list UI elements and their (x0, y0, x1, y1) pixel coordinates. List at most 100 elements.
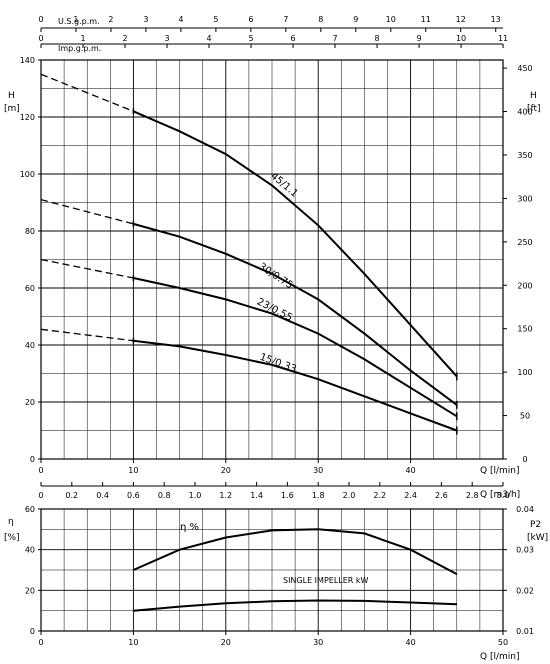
eta-tick-label: 0 (30, 627, 35, 636)
us-gpm-tick-label: 10 (386, 15, 396, 24)
x2-tick-label: 1.6 (281, 491, 294, 500)
x-tick-label: 40 (406, 466, 416, 475)
power-curve (133, 599, 457, 612)
lower-x-tick-label: 10 (128, 638, 138, 647)
eta-tick-label: 40 (25, 546, 35, 555)
imp-gpm-axis-label: Imp.g.p.m. (58, 44, 101, 53)
imp-gpm-tick-label: 3 (164, 34, 169, 43)
performance-curve (133, 277, 458, 418)
lower-x-tick-label: 40 (406, 638, 416, 647)
p2-tick-label: 0.02 (516, 586, 534, 595)
y2-tick-label: 300 (517, 194, 532, 203)
us-gpm-tick-label: 12 (456, 15, 466, 24)
us-gpm-tick-label: 4 (178, 15, 183, 24)
x2-tick-label: 2.6 (435, 491, 448, 500)
x2-tick-label: 1.8 (312, 491, 325, 500)
x2-tick-label: 0.8 (158, 491, 171, 500)
y-tick-label: 20 (25, 398, 35, 407)
x-tick-label: 30 (313, 466, 323, 475)
lower-x-tick-label: 20 (221, 638, 231, 647)
p2-axis-unit: [kW] (527, 533, 548, 543)
imp-gpm-tick-label: 4 (206, 34, 211, 43)
us-gpm-tick-label: 3 (143, 15, 148, 24)
x2-tick-label: 2.8 (466, 491, 479, 500)
imp-gpm-tick-label: 1 (80, 34, 85, 43)
us-gpm-tick-label: 2 (108, 15, 113, 24)
x2-tick-label: 0.2 (65, 491, 78, 500)
curve-dashed-segment (40, 328, 134, 342)
y2-axis-title: H (530, 91, 537, 101)
y-tick-label: 140 (20, 56, 35, 65)
imp-gpm-tick-label: 9 (417, 34, 422, 43)
p2-tick-label: 0.01 (516, 627, 534, 636)
y-tick-label: 100 (20, 170, 35, 179)
p2-tick-label: 0.04 (516, 505, 534, 514)
x2-axis-title: Q [m3/h] (480, 490, 520, 500)
us-gpm-tick-label: 13 (491, 15, 501, 24)
us-gpm-tick-label: 8 (318, 15, 323, 24)
y2-tick-label: 450 (517, 64, 532, 73)
us-gpm-axis-label: U.S.g.p.m. (58, 17, 100, 26)
imp-gpm-tick-label: 7 (332, 34, 337, 43)
x2-tick-label: 1.2 (219, 491, 232, 500)
p2-tick-label: 0.03 (516, 546, 534, 555)
us-gpm-tick-label: 0 (38, 15, 43, 24)
y-axis-title: H (8, 91, 15, 101)
y2-tick-label: 250 (517, 238, 532, 247)
y2-tick-label: 150 (517, 325, 532, 334)
imp-gpm-tick-label: 0 (38, 34, 43, 43)
us-gpm-tick-label: 11 (421, 15, 431, 24)
y2-tick-label: 350 (517, 151, 532, 160)
eta-tick-label: 60 (25, 505, 35, 514)
eta-axis-title: η (8, 517, 14, 527)
y2-tick-label: 200 (517, 281, 532, 290)
imp-gpm-tick-label: 8 (375, 34, 380, 43)
x-axis-title: Q [l/min] (480, 466, 519, 476)
us-gpm-tick-label: 9 (353, 15, 358, 24)
y-tick-label: 80 (25, 227, 35, 236)
imp-gpm-tick-label: 5 (248, 34, 253, 43)
lower-x-axis-title: Q [l/min] (480, 652, 519, 662)
us-gpm-tick-label: 6 (248, 15, 253, 24)
x2-tick-label: 1.0 (189, 491, 202, 500)
x2-tick-label: 1.4 (250, 491, 263, 500)
x-tick-label: 20 (221, 466, 231, 475)
y2-tick-label: 400 (517, 108, 532, 117)
y2-axis-unit: [ft] (527, 104, 541, 114)
imp-gpm-tick-label: 10 (456, 34, 466, 43)
imp-gpm-tick-label: 6 (290, 34, 295, 43)
imp-gpm-tick-label: 11 (498, 34, 508, 43)
eta-tick-label: 20 (25, 586, 35, 595)
x-tick-label: 0 (38, 466, 43, 475)
y-axis-unit: [m] (4, 104, 20, 114)
y-tick-label: 0 (30, 455, 35, 464)
curve-dashed-segment (40, 73, 134, 112)
us-gpm-tick-label: 1 (73, 15, 78, 24)
curve-dashed-segment (40, 199, 134, 225)
x2-tick-label: 2.2 (373, 491, 386, 500)
efficiency-curve (132, 528, 458, 575)
lower-x-tick-label: 0 (38, 638, 43, 647)
curve-label: 30/0.75 (257, 261, 295, 291)
y2-tick-label: 100 (517, 368, 532, 377)
x2-tick-label: 0.6 (127, 491, 140, 500)
p2-axis-title: P2 (530, 520, 541, 530)
eta-annotation: η % (180, 522, 199, 533)
x2-tick-label: 2.4 (404, 491, 417, 500)
x2-tick-label: 3.0 (497, 491, 510, 500)
us-gpm-tick-label: 5 (213, 15, 218, 24)
x2-tick-label: 0.4 (96, 491, 109, 500)
lower-x-tick-label: 30 (313, 638, 323, 647)
y2-tick-label: 0 (522, 455, 527, 464)
imp-gpm-tick-label: 2 (122, 34, 127, 43)
performance-curve (133, 110, 458, 378)
lower-x-tick-label: 50 (498, 638, 508, 647)
chart-plot-layer: 0204060801001201400501001502002503003504… (20, 15, 534, 647)
x2-tick-label: 2.0 (343, 491, 356, 500)
x-tick-label: 10 (128, 466, 138, 475)
y-tick-label: 40 (25, 341, 35, 350)
y-tick-label: 120 (20, 113, 35, 122)
y2-tick-label: 50 (520, 412, 530, 421)
y-tick-label: 60 (25, 284, 35, 293)
